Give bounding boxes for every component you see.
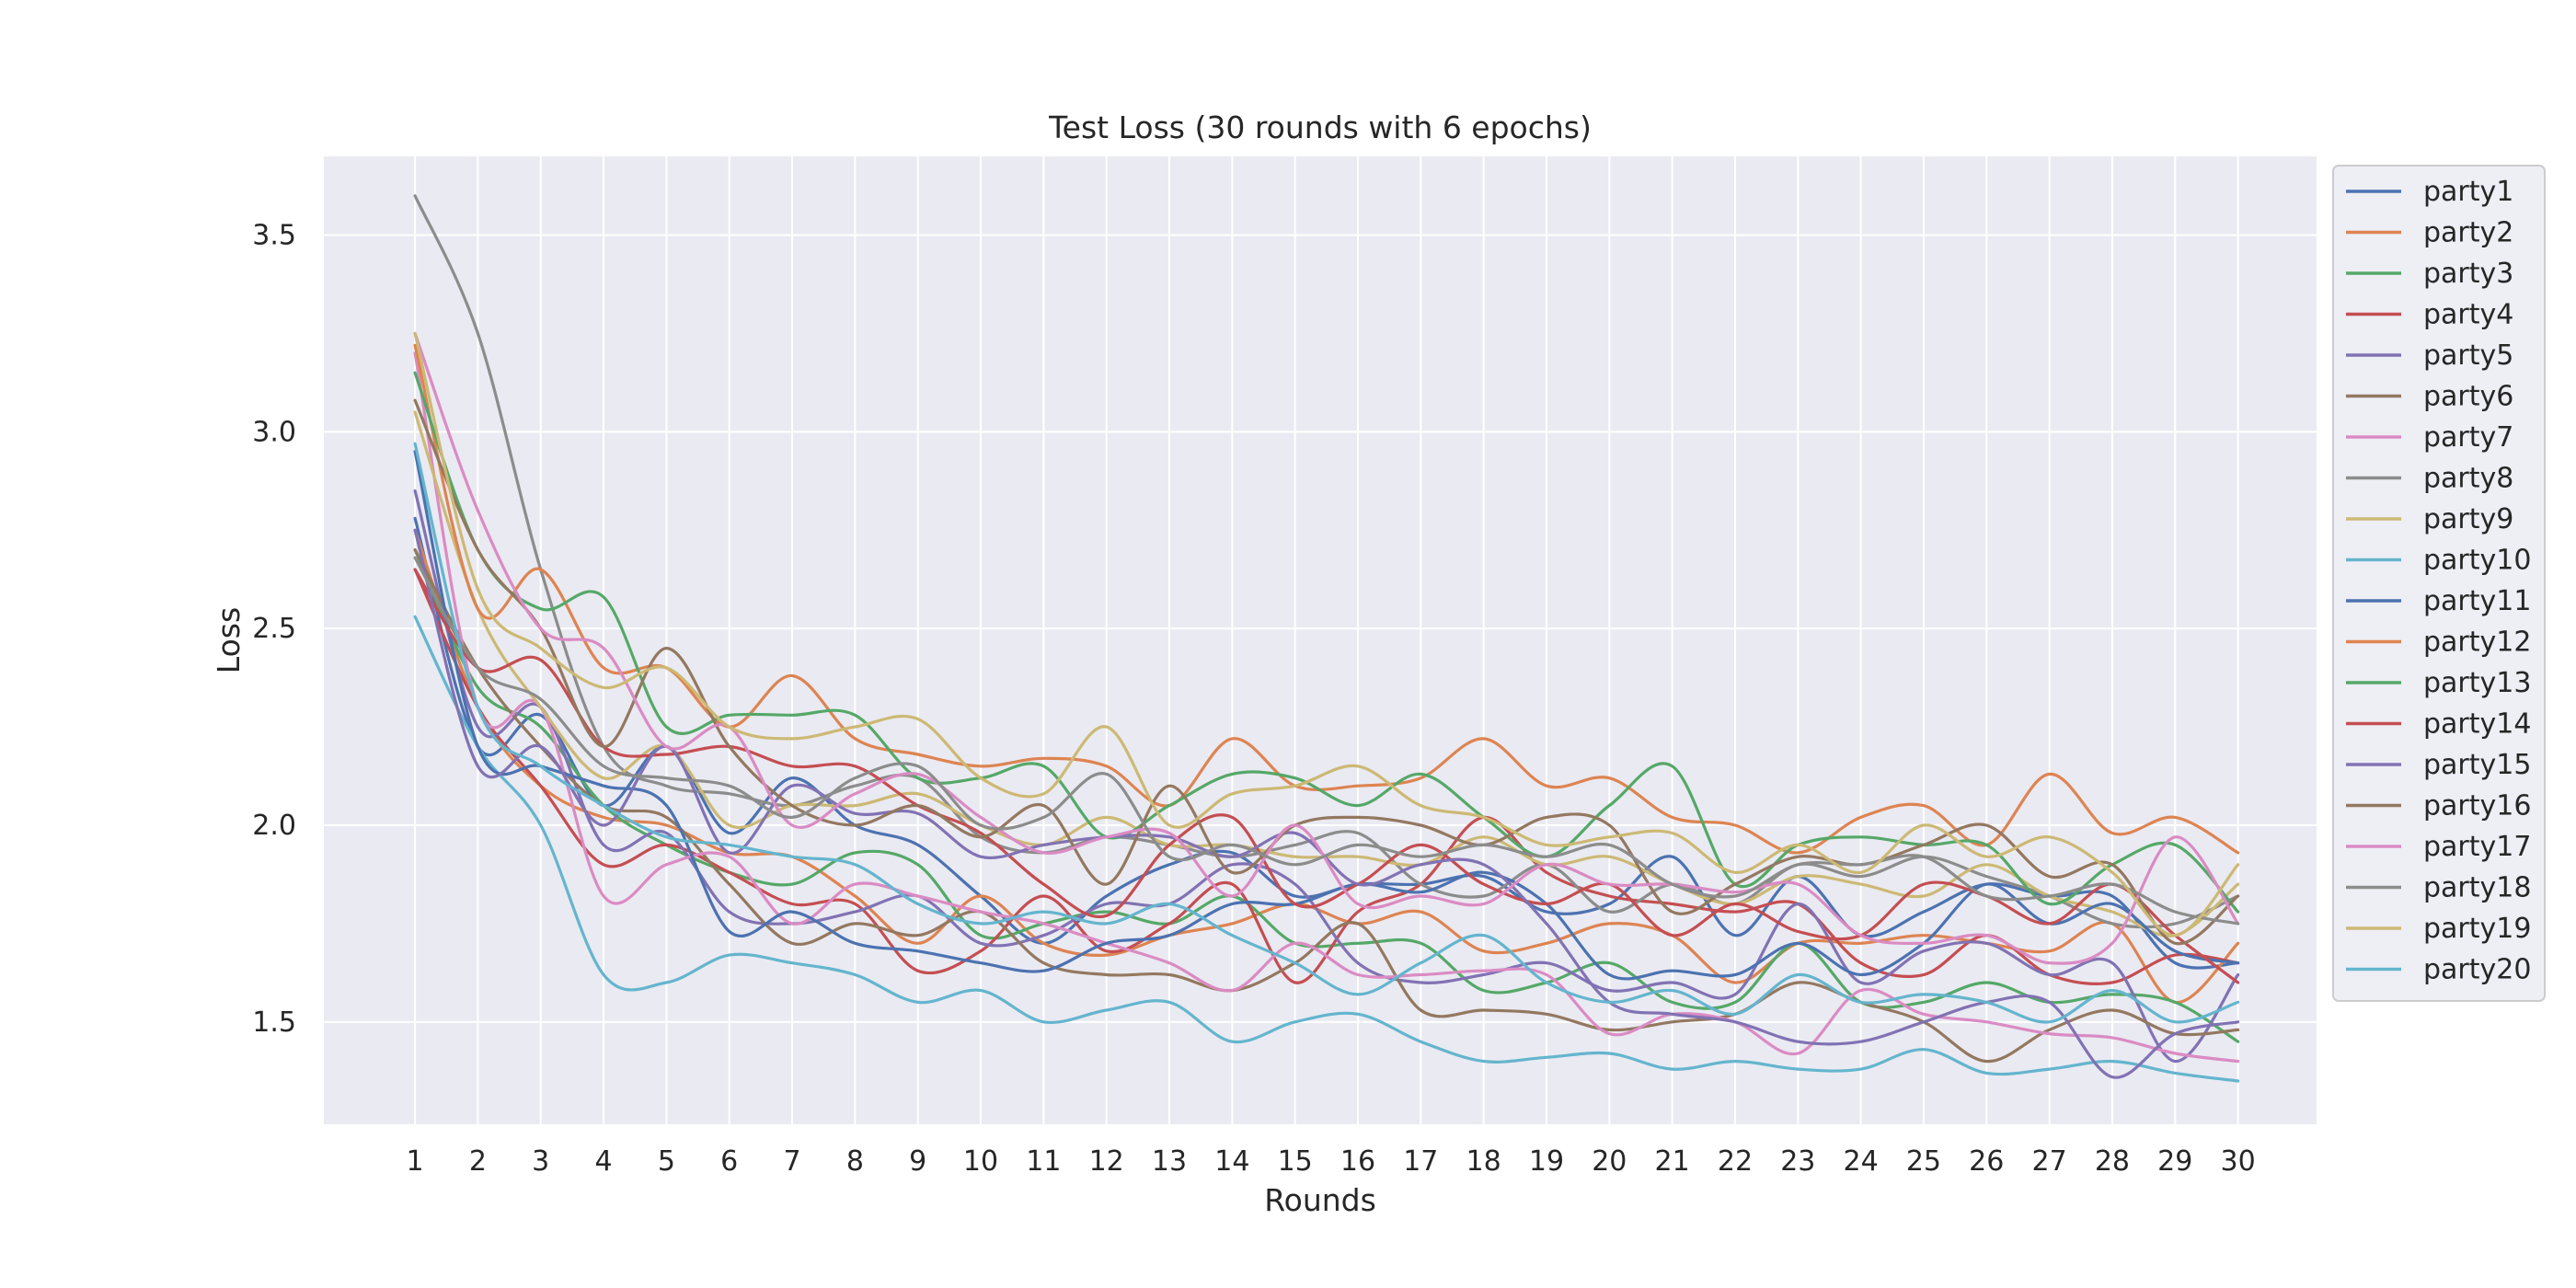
x-tick-label: 18 (1466, 1145, 1501, 1178)
legend-label: party8 (2423, 463, 2513, 495)
x-tick-label: 16 (1340, 1145, 1375, 1178)
x-tick-label: 12 (1089, 1145, 1124, 1178)
legend-label: party3 (2423, 258, 2513, 290)
x-tick-label: 5 (658, 1145, 675, 1178)
legend-label: party12 (2423, 627, 2531, 659)
y-tick-label: 2.5 (252, 613, 296, 645)
x-tick-label: 3 (532, 1145, 549, 1178)
y-tick-label: 1.5 (252, 1006, 296, 1039)
x-tick-label: 8 (846, 1145, 864, 1178)
legend-item-party13: party13 (2346, 667, 2531, 699)
x-tick-label: 9 (909, 1145, 926, 1178)
legend-label: party7 (2423, 421, 2513, 454)
x-tick-label: 24 (1844, 1145, 1879, 1178)
series-line-party18 (413, 556, 2240, 926)
x-tick-label: 19 (1529, 1145, 1564, 1178)
x-tick-label: 23 (1780, 1145, 1815, 1178)
legend-item-party8: party8 (2346, 463, 2513, 495)
legend-item-party2: party2 (2346, 217, 2513, 249)
x-tick-label: 30 (2220, 1145, 2255, 1178)
y-tick-label: 3.0 (252, 416, 296, 448)
legend-item-party20: party20 (2346, 954, 2531, 986)
x-tick-label: 7 (783, 1145, 800, 1178)
legend-item-party19: party19 (2346, 913, 2531, 945)
series-line-party19 (413, 331, 2240, 937)
legend-item-party6: party6 (2346, 381, 2513, 413)
x-tick-label: 6 (720, 1145, 738, 1178)
x-axis-label: Rounds (1264, 1182, 1376, 1218)
legend-item-party3: party3 (2346, 258, 2513, 290)
legend-label: party13 (2423, 667, 2531, 699)
legend-label: party1 (2423, 176, 2513, 208)
legend-label: party4 (2423, 299, 2513, 331)
x-tick-label: 2 (469, 1145, 487, 1178)
y-tick-labels: 1.5 2.0 2.5 3.0 3.5 (252, 220, 296, 1039)
series-line-party4 (413, 568, 2240, 985)
x-tick-label: 21 (1655, 1145, 1690, 1178)
y-tick-label: 3.5 (252, 220, 296, 252)
legend-item-party12: party12 (2346, 627, 2531, 659)
y-tick-label: 2.0 (252, 810, 296, 842)
x-tick-label: 4 (595, 1145, 613, 1178)
legend-label: party5 (2423, 339, 2513, 372)
series-line-party15 (413, 528, 2240, 1079)
x-tick-label: 25 (1906, 1145, 1941, 1178)
x-tick-label: 29 (2157, 1145, 2192, 1178)
legend-item-party9: party9 (2346, 503, 2513, 535)
legend-label: party18 (2423, 872, 2531, 904)
x-tick-label: 11 (1026, 1145, 1061, 1178)
legend-item-party17: party17 (2346, 831, 2531, 863)
legend-label: party16 (2423, 790, 2531, 822)
legend-item-party16: party16 (2346, 790, 2531, 822)
legend-box (2332, 165, 2546, 1002)
y-axis-label: Loss (211, 607, 247, 673)
series-line-party20 (413, 442, 2240, 1024)
legend-label: party15 (2423, 749, 2531, 781)
legend-label: party6 (2423, 381, 2513, 413)
series-lines (413, 194, 2240, 1083)
x-tick-label: 15 (1278, 1145, 1313, 1178)
legend-item-party11: party11 (2346, 585, 2531, 617)
legend-label: party2 (2423, 217, 2513, 249)
x-tick-label: 20 (1592, 1145, 1627, 1178)
legend-item-party14: party14 (2346, 708, 2531, 741)
legend-label: party20 (2423, 954, 2531, 986)
legend-item-party1: party1 (2346, 176, 2513, 208)
legend-label: party9 (2423, 503, 2513, 535)
x-tick-label: 28 (2095, 1145, 2130, 1178)
x-tick-label: 13 (1152, 1145, 1187, 1178)
x-tick-labels: 1 2 3 4 5 6 7 8 9 10 11 12 13 14 15 16 17 18 19 20 21 22 23 24 2… (407, 1145, 2256, 1178)
x-tick-label: 14 (1214, 1145, 1249, 1178)
legend-item-party4: party4 (2346, 299, 2513, 331)
legend: party1 party2 party3 party4 party5 party6 part… (2332, 165, 2546, 1002)
series-line-party17 (413, 331, 2240, 965)
legend-label: party19 (2423, 913, 2531, 945)
legend-label: party14 (2423, 708, 2531, 741)
x-tick-label: 22 (1718, 1145, 1753, 1178)
series-line-party14 (413, 568, 2240, 984)
x-tick-label: 27 (2032, 1145, 2067, 1178)
x-tick-label: 10 (963, 1145, 998, 1178)
x-tick-label: 17 (1403, 1145, 1438, 1178)
series-line-party10 (413, 615, 2240, 1083)
legend-item-party18: party18 (2346, 872, 2531, 904)
legend-item-party15: party15 (2346, 749, 2531, 781)
legend-label: party10 (2423, 545, 2531, 577)
legend-label: party17 (2423, 831, 2531, 863)
series-line-party7 (413, 351, 2240, 1064)
legend-item-party5: party5 (2346, 339, 2513, 372)
legend-label: party11 (2423, 585, 2531, 617)
legend-item-party7: party7 (2346, 421, 2513, 454)
legend-item-party10: party10 (2346, 545, 2531, 577)
x-tick-label: 1 (407, 1145, 424, 1178)
chart-title: Test Loss (30 rounds with 6 epochs) (1048, 109, 1592, 145)
x-tick-label: 26 (1969, 1145, 2004, 1178)
